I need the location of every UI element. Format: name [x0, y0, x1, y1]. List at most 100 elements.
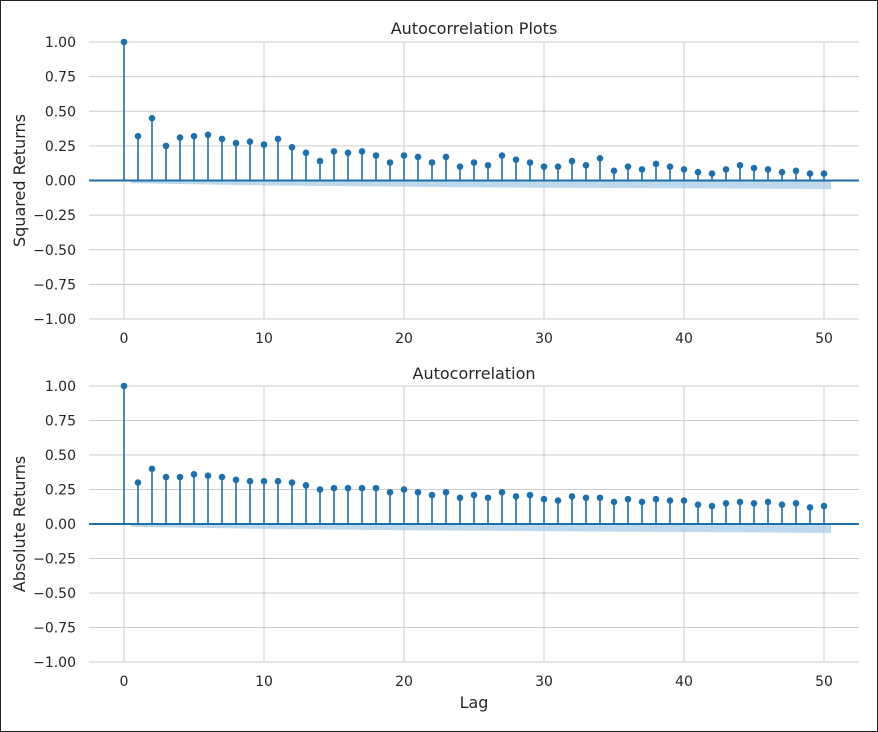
acf-marker — [778, 501, 786, 508]
x-tick-label: 10 — [255, 331, 273, 347]
acf-marker — [596, 494, 604, 502]
acf-marker — [400, 486, 408, 493]
acf-marker — [260, 477, 268, 485]
acf-marker — [526, 491, 534, 499]
acf-marker — [372, 152, 380, 159]
acf-marker — [316, 486, 324, 493]
acf-marker — [232, 476, 240, 484]
acf-marker — [498, 488, 506, 496]
acf-marker — [190, 132, 198, 140]
acf-marker — [568, 493, 576, 500]
acf-marker — [792, 500, 800, 507]
acf-marker — [764, 498, 772, 506]
acf-marker — [624, 163, 632, 170]
acf-marker — [162, 142, 170, 150]
y-tick-label: −0.50 — [33, 243, 76, 259]
acf-marker — [414, 488, 422, 496]
acf-marker — [512, 156, 520, 164]
x-tick-label: 30 — [535, 331, 553, 347]
x-axis-label: Lag — [460, 693, 489, 712]
acf-marker — [694, 501, 702, 508]
x-tick-label: 40 — [675, 674, 693, 690]
acf-marker — [484, 161, 492, 169]
y-tick-label: 0.00 — [45, 174, 76, 190]
x-tick-label: 40 — [675, 331, 693, 347]
acf-marker — [750, 500, 758, 507]
y-tick-label: 1.00 — [45, 35, 76, 51]
acf-marker — [736, 161, 744, 169]
acf-marker — [554, 497, 562, 504]
absolute-returns-acf-panel: 1.00 0.75 0.50 0.25 0.00 −0.25 −0.50 −0.75 −1.00… — [10, 364, 859, 712]
y-tick-label: 0.50 — [45, 448, 76, 464]
acf-marker — [330, 148, 338, 155]
acf-marker — [246, 138, 254, 146]
panel-title: Autocorrelation — [413, 364, 536, 383]
acf-marker — [274, 135, 282, 143]
acf-marker — [820, 170, 828, 177]
acf-marker — [120, 382, 128, 390]
acf-marker — [386, 488, 394, 496]
acf-marker — [512, 493, 520, 500]
y-tick-label: −0.75 — [33, 277, 76, 293]
acf-marker — [610, 498, 618, 506]
acf-marker — [582, 494, 590, 502]
x-tick-label: 0 — [120, 674, 129, 690]
acf-marker — [596, 155, 604, 162]
acf-marker — [652, 160, 660, 168]
acf-marker — [414, 153, 422, 161]
acf-marker — [120, 38, 128, 46]
x-tick-label: 0 — [120, 331, 129, 347]
acf-marker — [764, 166, 772, 173]
y-tick-label: 0.00 — [45, 517, 76, 533]
acf-marker — [680, 166, 688, 173]
acf-marker — [316, 157, 324, 165]
acf-marker — [526, 159, 534, 166]
y-tick-label: −0.75 — [33, 621, 76, 637]
acf-marker — [176, 473, 184, 481]
acf-marker — [540, 163, 548, 170]
acf-marker — [358, 484, 366, 492]
acf-marker — [750, 164, 758, 172]
acf-marker — [148, 114, 156, 122]
x-tick-label: 20 — [395, 331, 413, 347]
acf-marker — [680, 497, 688, 504]
acf-marker — [134, 479, 142, 486]
acf-marker — [610, 167, 618, 175]
acf-marker — [456, 494, 464, 502]
acf-marker — [344, 149, 352, 157]
acf-marker — [176, 134, 184, 141]
acf-marker — [820, 502, 828, 510]
confidence-band — [131, 180, 831, 190]
acf-marker — [330, 484, 338, 492]
acf-marker — [666, 163, 674, 170]
y-tick-label: 0.75 — [45, 70, 76, 86]
acf-marker — [204, 472, 212, 480]
y-axis-label: Absolute Returns — [10, 456, 29, 592]
acf-marker — [708, 502, 716, 510]
acf-marker — [274, 477, 282, 485]
squared-returns-acf-panel: 1.00 0.75 0.50 0.25 0.00 −0.25 −0.50 −0.75 −1.00… — [10, 19, 859, 347]
y-axis-label: Squared Returns — [10, 114, 29, 247]
acf-marker — [722, 500, 730, 507]
acf-marker — [638, 166, 646, 173]
y-tick-label: 0.50 — [45, 104, 76, 120]
acf-marker — [442, 488, 450, 496]
acf-marker — [288, 143, 296, 151]
acf-marker — [302, 149, 310, 157]
acf-marker — [638, 498, 646, 506]
acf-marker — [498, 152, 506, 159]
confidence-band — [131, 524, 831, 533]
acf-marker — [232, 139, 240, 147]
x-tick-label: 50 — [815, 674, 833, 690]
acf-marker — [428, 491, 436, 499]
acf-marker — [708, 170, 716, 177]
y-tick-label: 0.75 — [45, 414, 76, 430]
y-tick-label: −1.00 — [33, 312, 76, 328]
acf-marker — [134, 132, 142, 140]
x-tick-label: 20 — [395, 674, 413, 690]
acf-marker — [302, 482, 310, 489]
y-tick-label: 0.25 — [45, 483, 76, 499]
acf-marker — [666, 497, 674, 504]
